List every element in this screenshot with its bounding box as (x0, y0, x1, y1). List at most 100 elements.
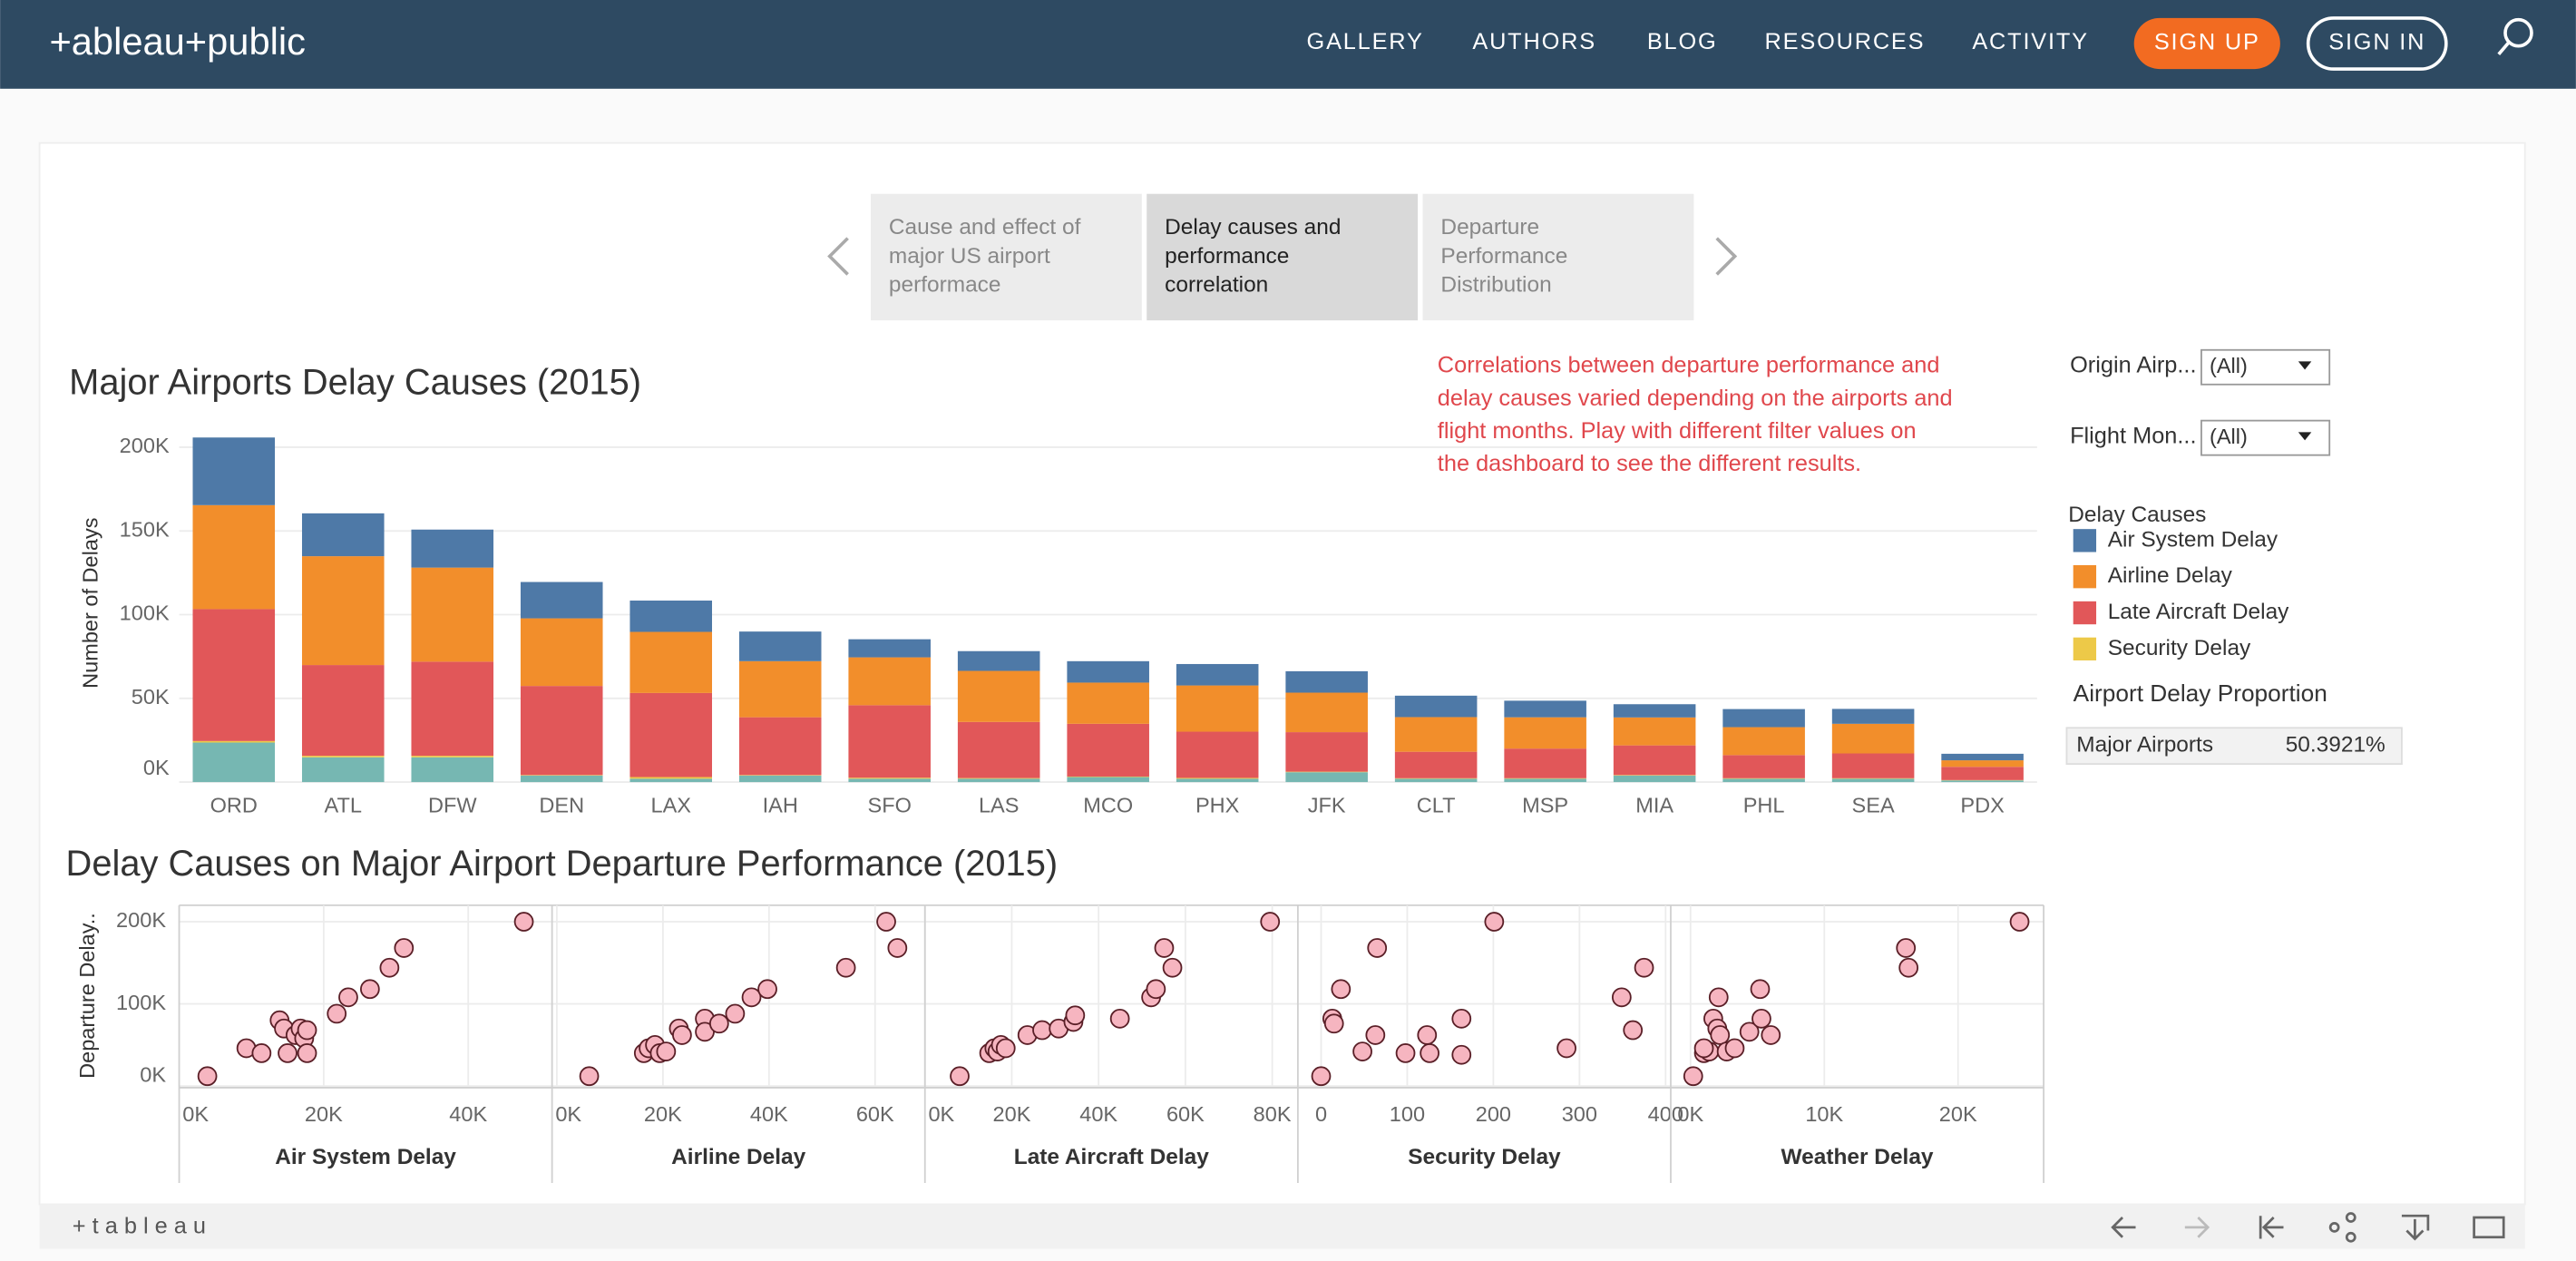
x-tick-label: PHX (1195, 793, 1240, 816)
story-point-caption[interactable]: major US airport (889, 244, 1050, 269)
story-point-caption[interactable]: Departure (1440, 215, 1539, 239)
story-point-caption[interactable]: Performance (1440, 244, 1567, 269)
logo[interactable]: +ableau+public (49, 20, 305, 63)
bar-segment (848, 639, 931, 658)
bar-segment (1067, 777, 1149, 783)
story-point[interactable] (1422, 193, 1694, 321)
search-icon[interactable] (2497, 17, 2533, 55)
filter-dropdown[interactable] (2200, 348, 2331, 386)
scatter-point (327, 1003, 347, 1024)
x-axis-label: Weather Delay (1781, 1145, 1934, 1169)
story-point-caption[interactable]: Cause and effect of (889, 215, 1081, 239)
nav-link[interactable]: RESOURCES (1765, 29, 1926, 54)
x-tick-label: 0K (928, 1102, 954, 1126)
scatter-point (1395, 1043, 1416, 1063)
story-point-caption[interactable]: performance (1165, 244, 1289, 269)
bar-segment (1722, 778, 1805, 783)
x-tick-label: MIA (1635, 793, 1673, 816)
scatter-point (1367, 938, 1388, 958)
nav-link[interactable]: GALLERY (1307, 29, 1424, 54)
scatter-point (251, 1043, 272, 1063)
scatter-point (1623, 1020, 1644, 1041)
legend-label[interactable]: Air System Delay (2108, 527, 2278, 552)
bar-segment (1941, 753, 2024, 761)
legend-swatch (2073, 637, 2097, 661)
x-tick-label: 200 (1476, 1102, 1511, 1126)
y-tick-label: 50K (132, 685, 170, 709)
legend-label[interactable]: Security Delay (2108, 636, 2251, 660)
filter-label: Origin Airp... (2070, 353, 2196, 378)
sign-in-label[interactable]: SIGN IN (2328, 30, 2425, 55)
filter-label: Flight Mon... (2070, 423, 2196, 448)
bar-segment (1613, 775, 1696, 783)
prev-arrow[interactable] (827, 237, 849, 276)
bar-segment (411, 567, 494, 662)
x-tick-label: MCO (1083, 793, 1133, 816)
sign-up-label[interactable]: SIGN UP (2154, 30, 2260, 55)
table-cell: 50.3921% (2286, 733, 2386, 758)
scatter-point (835, 957, 856, 978)
nav-link[interactable]: AUTHORS (1472, 29, 1596, 54)
nav-link[interactable]: BLOG (1647, 29, 1718, 54)
toolbar (39, 1204, 2525, 1249)
x-tick-label: 60K (1166, 1102, 1205, 1126)
bar-segment (738, 631, 822, 661)
toolbar-icons[interactable] (2111, 1212, 2505, 1243)
bar-segment (411, 756, 494, 758)
x-tick-label: 80K (1254, 1102, 1292, 1126)
bar-segment (957, 777, 1040, 779)
story-point-caption[interactable]: performace (889, 273, 1001, 298)
story-point-caption[interactable]: correlation (1165, 273, 1268, 298)
scatter-point (197, 1066, 218, 1087)
bar-segment (1067, 660, 1149, 683)
dropdown-arrow[interactable] (2298, 432, 2312, 441)
x-tick-label: JFK (1308, 793, 1346, 816)
footer-logo[interactable]: + t a b l e a u (73, 1214, 206, 1239)
table-cell: Major Airports (2076, 733, 2213, 758)
bar-segment (1831, 709, 1915, 724)
scatter-point (1032, 1020, 1052, 1041)
table-row (2065, 727, 2403, 766)
bar-segment (738, 660, 822, 718)
legend-label[interactable]: Airline Delay (2108, 563, 2233, 588)
chart-title: Major Airports Delay Causes (2015) (69, 362, 641, 402)
bar-segment (520, 582, 603, 619)
dropdown-arrow[interactable] (2298, 361, 2312, 370)
scatter-point (1352, 1041, 1372, 1061)
bar-segment (1067, 682, 1149, 724)
scatter-point (1634, 957, 1654, 978)
scatter-point (579, 1066, 600, 1087)
y-tick-label: 100K (116, 991, 166, 1014)
story-point-selected[interactable] (1147, 193, 1419, 321)
x-tick-label: SFO (868, 793, 912, 816)
bar-segment (1176, 685, 1259, 732)
x-tick-label: 0K (1677, 1102, 1703, 1126)
bar-segment (1831, 723, 1915, 754)
bar-segment (1722, 755, 1805, 778)
y-tick-label: 100K (120, 601, 170, 625)
story-point-caption[interactable]: Delay causes and (1165, 215, 1341, 239)
annotation: delay causes varied depending on the air… (1438, 386, 1953, 411)
filter-dropdown[interactable] (2200, 419, 2331, 456)
story-point[interactable] (870, 193, 1142, 321)
x-tick-label: 400 (1648, 1102, 1683, 1126)
bar-segment (629, 778, 713, 783)
y-axis-label: Number of Delays (79, 518, 102, 689)
scatter-point (1311, 1066, 1332, 1087)
scatter-point (656, 1041, 677, 1061)
bar-segment (520, 775, 603, 783)
scatter-point (1146, 979, 1166, 1000)
bar-segment (848, 705, 931, 778)
bar-segment (1504, 700, 1586, 718)
next-arrow[interactable] (1715, 237, 1738, 276)
bar-segment (629, 692, 713, 777)
story-point-caption[interactable]: Distribution (1440, 273, 1551, 298)
legend-label[interactable]: Late Aircraft Delay (2108, 600, 2289, 624)
scatter-point (394, 938, 415, 958)
sign-up-button[interactable] (2133, 17, 2280, 70)
nav-link[interactable]: ACTIVITY (1972, 29, 2089, 54)
bar-segment (1613, 704, 1696, 718)
filter-value[interactable]: (All) (2210, 354, 2248, 377)
sign-in-button[interactable] (2306, 16, 2448, 71)
filter-value[interactable]: (All) (2210, 425, 2248, 448)
